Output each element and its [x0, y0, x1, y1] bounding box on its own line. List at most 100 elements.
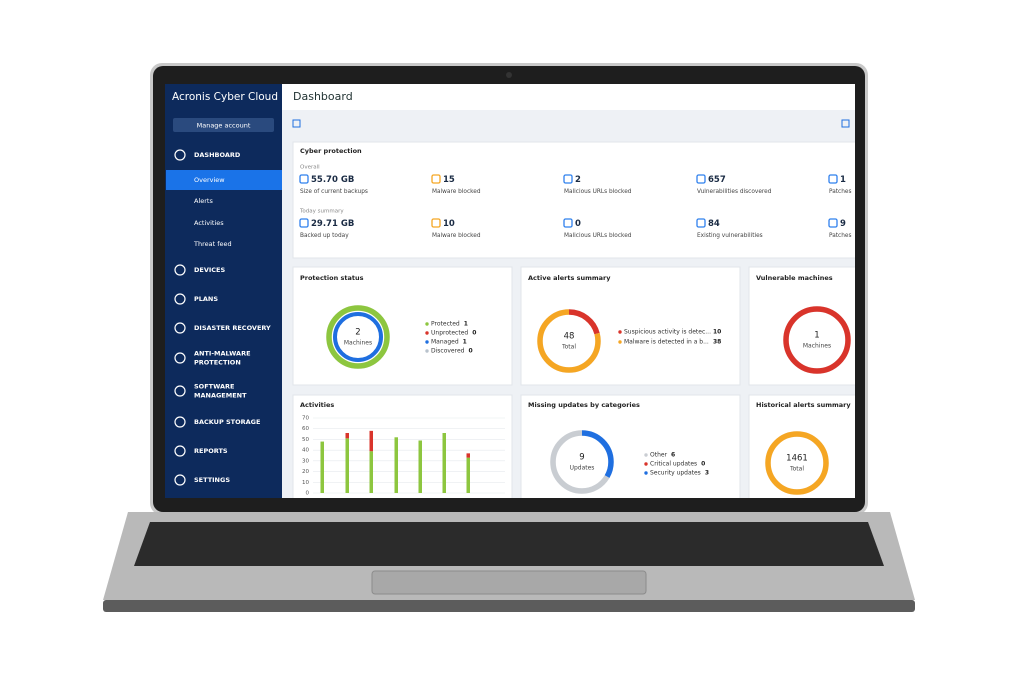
stat-label: Malicious URLs blocked	[564, 189, 632, 195]
stat-value: 55.70 GB	[311, 175, 354, 185]
nav-item[interactable]: MANAGEMENT	[194, 392, 247, 400]
nav-subitem[interactable]: Threat feed	[193, 240, 232, 248]
legend-label: Unprotected	[431, 330, 468, 337]
header-bar	[282, 84, 855, 110]
nav-icon[interactable]	[174, 385, 186, 397]
legend-value: 1	[464, 321, 468, 328]
nav-icon[interactable]	[174, 445, 186, 457]
donut-total-label: Total	[561, 344, 576, 351]
bar-segment	[394, 437, 398, 493]
nav-subitem[interactable]: Alerts	[194, 197, 213, 205]
stat-value: 10	[443, 219, 455, 229]
card-title: Cyber protection	[300, 147, 362, 155]
nav-item[interactable]: PROTECTION	[194, 359, 241, 367]
stat-value: 29.71 GB	[311, 219, 354, 229]
stat-icon	[828, 174, 838, 184]
legend-label: Security updates	[650, 470, 701, 477]
legend-dot	[644, 453, 648, 457]
donut-total: 1	[814, 331, 819, 341]
card-title: Vulnerable machines	[756, 274, 833, 282]
donut-segment	[765, 431, 829, 495]
page-title: Dashboard	[293, 90, 353, 103]
legend-label: Other	[650, 452, 668, 459]
nav-icon[interactable]	[174, 416, 186, 428]
donut-total: 48	[564, 332, 575, 342]
nav-item[interactable]: SETTINGS	[194, 476, 230, 484]
y-tick-label: 40	[302, 448, 309, 454]
nav-icon[interactable]	[174, 352, 186, 364]
stat-icon	[696, 174, 706, 184]
card	[292, 141, 855, 259]
card-title: Active alerts summary	[528, 274, 611, 282]
stat-icon	[299, 174, 309, 184]
stat-value: 2	[575, 175, 581, 185]
nav-icon[interactable]	[174, 322, 186, 334]
toolbar-icon[interactable]	[292, 119, 301, 128]
stat-value: 84	[708, 219, 720, 229]
manage-account-button[interactable]	[173, 118, 274, 132]
y-tick-label: 10	[302, 480, 309, 486]
y-tick-label: 70	[302, 416, 309, 422]
sidebar	[165, 84, 282, 498]
stat-label: Backed up today	[300, 233, 349, 239]
nav-item[interactable]: REPORTS	[194, 447, 228, 455]
donut-total-label: Total	[789, 466, 804, 473]
stat-value: 15	[443, 175, 455, 185]
legend-label: Managed	[431, 339, 459, 346]
nav-icon[interactable]	[174, 149, 186, 161]
card-title: Activities	[300, 401, 334, 409]
nav-active	[166, 170, 282, 190]
legend-value: 6	[671, 452, 675, 459]
y-tick-label: 60	[302, 426, 309, 432]
legend-label: Discovered	[431, 348, 465, 355]
legend-dot	[425, 349, 429, 353]
nav-item[interactable]: PLANS	[194, 295, 218, 303]
nav-item[interactable]: DEVICES	[194, 266, 225, 274]
stat-icon	[431, 218, 441, 228]
manage-account-label[interactable]: Manage account	[197, 122, 251, 130]
camera	[506, 72, 512, 78]
card	[292, 394, 513, 498]
bar-segment	[345, 433, 349, 439]
stat-value: 1	[840, 175, 846, 185]
stat-icon	[431, 174, 441, 184]
nav-item[interactable]: SOFTWARE	[194, 383, 234, 391]
nav-subitem[interactable]: Activities	[194, 219, 224, 227]
y-tick-label: 20	[302, 469, 309, 475]
bar-segment	[466, 453, 470, 458]
bar-segment	[369, 451, 373, 493]
bar-segment	[466, 457, 470, 493]
brand: Acronis Cyber Cloud	[172, 91, 278, 103]
nav-item[interactable]: DISASTER RECOVERY	[194, 324, 271, 332]
nav-subitem[interactable]: Overview	[194, 176, 225, 184]
toolbar-icon[interactable]	[841, 119, 850, 128]
legend-dot	[618, 340, 622, 344]
stat-label: Malicious URLs blocked	[564, 233, 632, 239]
donut-total: 2	[355, 328, 360, 338]
nav-icon[interactable]	[174, 264, 186, 276]
nav-item[interactable]: BACKUP STORAGE	[194, 418, 260, 426]
stat-value: 0	[575, 219, 581, 229]
donut-segment	[537, 309, 601, 373]
donut-total-label: Machines	[803, 343, 831, 350]
stat-label: Vulnerabilities discovered	[697, 189, 772, 195]
screen: Dashboard Manage account Acronis Cyber C…	[165, 84, 855, 498]
donut-segment	[326, 305, 390, 369]
stat-icon	[563, 218, 573, 228]
stat-icon	[299, 218, 309, 228]
y-tick-label: 30	[302, 458, 309, 464]
donut-total-label: Updates	[570, 465, 595, 472]
stat-icon	[696, 218, 706, 228]
nav-icon[interactable]	[174, 293, 186, 305]
donut-total-label: Machines	[344, 340, 372, 347]
nav-item[interactable]: ANTI-MALWARE	[194, 350, 251, 358]
stat-label: Size of current backups	[300, 189, 368, 195]
nav-item[interactable]: DASHBOARD	[194, 151, 241, 159]
section-label: Overall	[300, 165, 320, 171]
legend-label: Protected	[431, 321, 460, 328]
legend-value: 3	[705, 470, 709, 477]
base-bottom	[103, 600, 915, 612]
bar-segment	[320, 441, 324, 493]
nav-icon[interactable]	[174, 474, 186, 486]
legend-label: Malware is detected in a b...	[624, 339, 709, 346]
